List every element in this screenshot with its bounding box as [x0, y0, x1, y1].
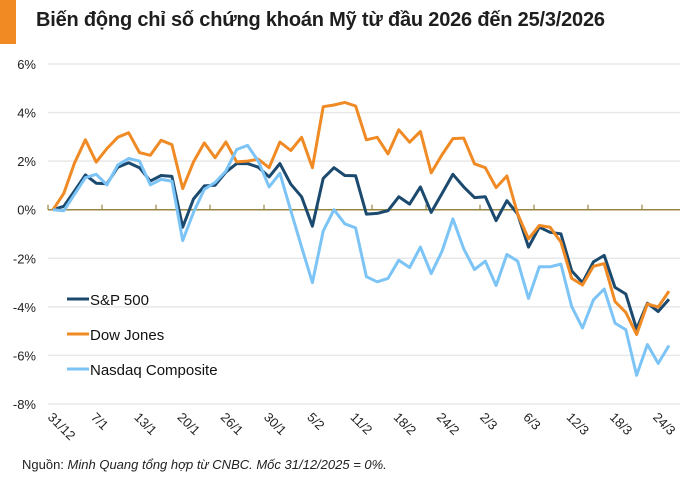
- series-line-dow-jones: [51, 100, 671, 336]
- y-tick-label: -8%: [13, 397, 37, 412]
- y-tick-label: 0%: [17, 203, 36, 218]
- x-tick-label: 11/2: [347, 410, 375, 438]
- legend-label: S&P 500: [90, 292, 149, 309]
- x-tick-label: 13/1: [131, 410, 160, 439]
- legend-label: Nasdaq Composite: [90, 362, 218, 379]
- source-label: Nguồn:: [22, 457, 64, 472]
- x-tick-label: 18/3: [607, 410, 636, 439]
- y-tick-label: -2%: [13, 251, 37, 266]
- x-tick-label: 31/12: [45, 410, 79, 444]
- source-note: Nguồn: Minh Quang tổng hợp từ CNBC. Mốc …: [22, 457, 387, 472]
- x-tick-label: 5/2: [304, 410, 327, 433]
- x-tick-label: 2/3: [477, 410, 500, 433]
- legend-label: Dow Jones: [90, 327, 164, 344]
- chart-title: Biến động chỉ số chứng khoán Mỹ từ đầu 2…: [36, 9, 605, 31]
- x-tick-label: 24/3: [650, 410, 679, 439]
- x-tick-label: 26/1: [218, 410, 247, 439]
- y-tick-label: 6%: [17, 57, 36, 72]
- source-text: Minh Quang tổng hợp từ CNBC. Mốc 31/12/2…: [67, 457, 387, 472]
- y-tick-label: -4%: [13, 300, 37, 315]
- legend: S&P 500 Dow Jones Nasdaq Composite: [67, 292, 218, 379]
- x-tick-label: 18/2: [391, 410, 420, 439]
- x-tick-label: 7/1: [88, 410, 111, 433]
- series-line-nasdaq-composite: [52, 143, 671, 377]
- y-tick-label: -6%: [13, 348, 37, 363]
- gridlines: [48, 63, 680, 405]
- y-tick-label: 4%: [17, 106, 36, 121]
- title-accent-bar: [0, 0, 16, 44]
- x-axis-labels: 31/12 7/1 13/1 20/1 26/1 30/1 5/2 11/2 18/2 24/2 2…: [45, 410, 679, 444]
- x-tick-label: 30/1: [261, 410, 290, 439]
- y-axis-ticks: 6% 4% 2% 0% -2% -4% -6% -8%: [13, 57, 37, 412]
- series-line-s-p-500: [52, 161, 671, 331]
- x-tick-label: 20/1: [175, 410, 204, 439]
- x-tick-label: 12/3: [564, 410, 593, 439]
- x-tick-label: 6/3: [520, 410, 543, 433]
- series-lines: [51, 100, 671, 377]
- x-tick-label: 24/2: [434, 410, 463, 439]
- y-tick-label: 2%: [17, 154, 36, 169]
